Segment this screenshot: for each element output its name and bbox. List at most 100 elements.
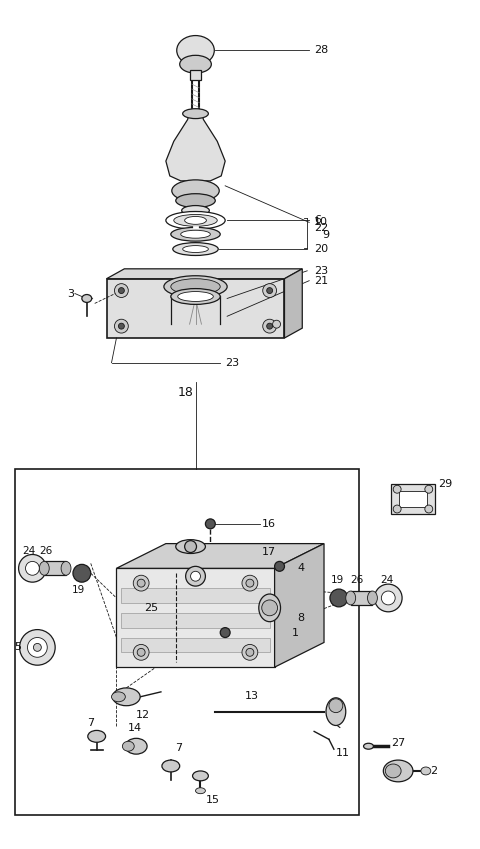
- Text: 1: 1: [291, 627, 299, 638]
- Circle shape: [133, 644, 149, 661]
- Circle shape: [275, 561, 285, 571]
- Text: 19: 19: [72, 585, 85, 595]
- Circle shape: [25, 561, 39, 576]
- Text: 24: 24: [23, 546, 36, 555]
- Ellipse shape: [363, 743, 373, 749]
- Circle shape: [381, 591, 395, 604]
- Ellipse shape: [195, 788, 205, 794]
- Text: 26: 26: [351, 575, 364, 585]
- Circle shape: [393, 486, 401, 493]
- Circle shape: [20, 630, 55, 665]
- Text: 27: 27: [391, 739, 406, 748]
- Polygon shape: [107, 269, 302, 278]
- Ellipse shape: [164, 276, 227, 297]
- Text: 12: 12: [136, 710, 150, 720]
- Text: 7: 7: [175, 743, 182, 753]
- Ellipse shape: [122, 741, 134, 751]
- Circle shape: [34, 644, 41, 651]
- Text: 3: 3: [67, 289, 74, 299]
- Circle shape: [119, 288, 124, 294]
- Ellipse shape: [172, 180, 219, 201]
- Ellipse shape: [346, 591, 356, 604]
- Text: 2: 2: [430, 766, 437, 776]
- Circle shape: [246, 649, 254, 656]
- Ellipse shape: [180, 230, 210, 239]
- Circle shape: [137, 579, 145, 588]
- Text: 11: 11: [336, 748, 350, 758]
- Bar: [121, 638, 270, 652]
- Text: 7: 7: [87, 717, 94, 728]
- Circle shape: [191, 571, 201, 582]
- Text: 25: 25: [144, 603, 158, 613]
- Text: 8: 8: [297, 613, 304, 622]
- Circle shape: [263, 284, 276, 297]
- Text: 15: 15: [205, 795, 219, 805]
- Circle shape: [114, 284, 128, 297]
- Ellipse shape: [171, 289, 220, 305]
- Circle shape: [374, 584, 402, 612]
- Text: 5: 5: [14, 643, 22, 652]
- Text: 19: 19: [331, 575, 344, 585]
- Bar: [121, 588, 270, 603]
- Text: 23: 23: [225, 357, 240, 368]
- Ellipse shape: [61, 561, 71, 576]
- Circle shape: [393, 505, 401, 513]
- Ellipse shape: [183, 245, 208, 252]
- Circle shape: [262, 600, 277, 616]
- Text: 26: 26: [39, 546, 53, 555]
- Ellipse shape: [166, 211, 225, 229]
- Ellipse shape: [88, 730, 106, 742]
- Circle shape: [267, 288, 273, 294]
- Bar: [107, 278, 285, 338]
- Text: 28: 28: [314, 45, 328, 55]
- Ellipse shape: [173, 243, 218, 256]
- Circle shape: [114, 319, 128, 333]
- Ellipse shape: [180, 55, 211, 73]
- Circle shape: [329, 699, 343, 712]
- Circle shape: [263, 319, 276, 333]
- Ellipse shape: [176, 194, 216, 207]
- Text: 21: 21: [314, 276, 328, 285]
- Ellipse shape: [384, 760, 413, 782]
- Ellipse shape: [178, 291, 213, 301]
- Circle shape: [119, 323, 124, 329]
- Ellipse shape: [125, 739, 147, 754]
- Ellipse shape: [273, 320, 280, 328]
- Text: 29: 29: [438, 480, 452, 489]
- Text: 18: 18: [178, 386, 193, 399]
- Polygon shape: [117, 568, 275, 667]
- Ellipse shape: [326, 698, 346, 726]
- Circle shape: [425, 486, 433, 493]
- Circle shape: [137, 649, 145, 656]
- Text: 6: 6: [314, 216, 321, 225]
- Ellipse shape: [259, 594, 280, 621]
- Circle shape: [330, 589, 348, 607]
- Text: 20: 20: [314, 244, 328, 254]
- Circle shape: [242, 576, 258, 591]
- Ellipse shape: [368, 591, 377, 604]
- Text: 23: 23: [314, 266, 328, 276]
- Circle shape: [19, 554, 46, 582]
- Polygon shape: [285, 269, 302, 338]
- Ellipse shape: [39, 561, 49, 576]
- Bar: [351, 591, 372, 604]
- Circle shape: [185, 541, 196, 553]
- Ellipse shape: [111, 692, 125, 702]
- Text: 14: 14: [128, 723, 143, 734]
- Ellipse shape: [385, 764, 401, 778]
- Polygon shape: [166, 112, 225, 181]
- Ellipse shape: [185, 216, 206, 224]
- Circle shape: [246, 579, 254, 588]
- Text: 17: 17: [262, 547, 276, 556]
- Ellipse shape: [421, 767, 431, 775]
- Ellipse shape: [82, 295, 92, 302]
- Circle shape: [27, 638, 47, 657]
- Bar: [121, 613, 270, 627]
- Text: 22: 22: [314, 223, 328, 233]
- Ellipse shape: [112, 688, 140, 706]
- Ellipse shape: [176, 540, 205, 554]
- Text: 16: 16: [262, 519, 276, 529]
- Polygon shape: [275, 543, 324, 667]
- Circle shape: [267, 323, 273, 329]
- Circle shape: [73, 565, 91, 582]
